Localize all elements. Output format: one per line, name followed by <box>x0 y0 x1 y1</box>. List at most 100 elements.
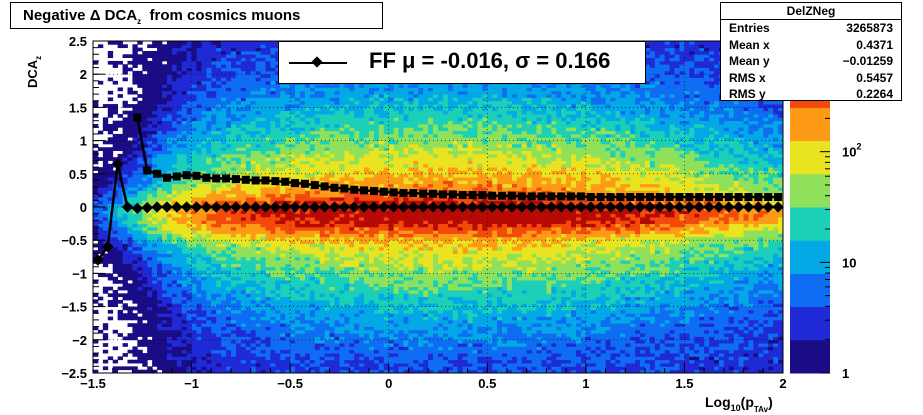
heatmap-cell <box>216 333 222 337</box>
heatmap-cell <box>270 293 276 298</box>
heatmap-cell <box>166 240 173 244</box>
heatmap-cell <box>137 339 143 344</box>
heatmap-cell <box>300 343 306 347</box>
heatmap-cell <box>147 256 153 261</box>
heatmap-cell <box>206 41 212 45</box>
heatmap-cell <box>339 160 345 165</box>
heatmap-cell <box>142 280 148 284</box>
heatmap-cell <box>206 359 212 364</box>
heatmap-cell <box>196 70 202 75</box>
heatmap-cell <box>107 173 114 178</box>
heatmap-cell <box>132 97 138 102</box>
heatmap-cell <box>275 260 281 264</box>
heatmap-cell <box>319 243 326 248</box>
heatmap-cell <box>176 366 183 371</box>
heatmap-cell <box>304 303 311 307</box>
heatmap-cell <box>181 236 188 241</box>
heatmap-cell <box>171 104 178 108</box>
heatmap-cell <box>309 230 316 234</box>
heatmap-cell <box>226 153 232 158</box>
heatmap-cell <box>221 107 227 112</box>
heatmap-cell <box>235 140 242 145</box>
heatmap-cell <box>334 130 340 135</box>
heatmap-cell <box>97 177 104 181</box>
heatmap-cell <box>344 303 350 307</box>
heatmap-cell <box>102 150 109 155</box>
heatmap-cell <box>142 77 148 82</box>
heatmap-cell <box>275 336 281 341</box>
heatmap-cell <box>127 276 133 281</box>
heatmap-cell <box>166 356 173 361</box>
heatmap-cell <box>339 193 345 198</box>
heatmap-cell <box>231 236 237 241</box>
heatmap-cell <box>107 130 114 135</box>
heatmap-cell <box>171 94 178 98</box>
heatmap-cell <box>117 309 123 314</box>
heatmap-cell <box>206 296 212 301</box>
heatmap-cell <box>117 167 123 171</box>
heatmap-cell <box>171 220 178 224</box>
heatmap-cell <box>245 47 252 52</box>
heatmap-cell <box>122 236 128 241</box>
heatmap-cell <box>309 349 316 354</box>
heatmap-cell <box>240 240 247 244</box>
heatmap-cell <box>147 290 153 294</box>
heatmap-cell <box>137 369 143 374</box>
heatmap-cell <box>319 256 326 261</box>
heatmap-cell <box>176 323 183 327</box>
heatmap-cell <box>231 326 237 331</box>
heatmap-cell <box>157 80 163 85</box>
heatmap-cell <box>201 226 207 231</box>
heatmap-cell <box>171 369 178 374</box>
heatmap-cell <box>344 283 350 288</box>
heatmap-cell <box>349 183 355 188</box>
heatmap-cell <box>349 253 355 258</box>
heatmap-cell <box>127 114 133 118</box>
heatmap-cell <box>240 157 247 161</box>
heatmap-cell <box>349 276 355 281</box>
heatmap-cell <box>166 369 173 374</box>
heatmap-cell <box>300 270 306 274</box>
heatmap-cell <box>211 236 217 241</box>
heatmap-cell <box>122 306 128 311</box>
heatmap-cell <box>255 226 261 231</box>
heatmap-cell <box>181 273 188 278</box>
heatmap-cell <box>137 160 143 165</box>
heatmap-cell <box>245 266 252 271</box>
heatmap-cell <box>285 124 291 128</box>
heatmap-cell <box>206 366 212 371</box>
heatmap-cell <box>117 207 123 211</box>
heatmap-cell <box>142 293 148 298</box>
heatmap-cell <box>255 173 261 178</box>
heatmap-cell <box>191 143 197 148</box>
heatmap-cell <box>206 107 212 112</box>
heatmap-cell <box>344 306 350 311</box>
heatmap-cell <box>255 117 261 122</box>
heatmap-cell <box>206 170 212 175</box>
heatmap-cell <box>349 336 355 341</box>
heatmap-cell <box>147 343 153 347</box>
heatmap-cell <box>270 276 276 281</box>
heatmap-cell <box>260 140 266 145</box>
heatmap-cell <box>270 200 276 205</box>
heatmap-cell <box>245 363 252 367</box>
heatmap-cell <box>166 283 173 288</box>
heatmap-cell <box>181 363 188 367</box>
heatmap-cell <box>181 87 188 92</box>
heatmap-cell <box>137 230 143 234</box>
heatmap-cell <box>93 173 99 178</box>
heatmap-cell <box>231 250 237 254</box>
heatmap-cell <box>349 270 355 274</box>
heatmap-cell <box>201 329 207 334</box>
heatmap-cell <box>295 290 301 294</box>
heatmap-cell <box>275 173 281 178</box>
heatmap-cell <box>235 313 242 317</box>
heatmap-cell <box>186 346 192 351</box>
heatmap-cell <box>265 303 271 307</box>
heatmap-cell <box>255 197 261 201</box>
heatmap-cell <box>107 124 114 128</box>
heatmap-cell <box>334 319 340 324</box>
heatmap-cell <box>216 167 222 171</box>
heatmap-cell <box>270 333 276 337</box>
heatmap-cell <box>226 336 232 341</box>
